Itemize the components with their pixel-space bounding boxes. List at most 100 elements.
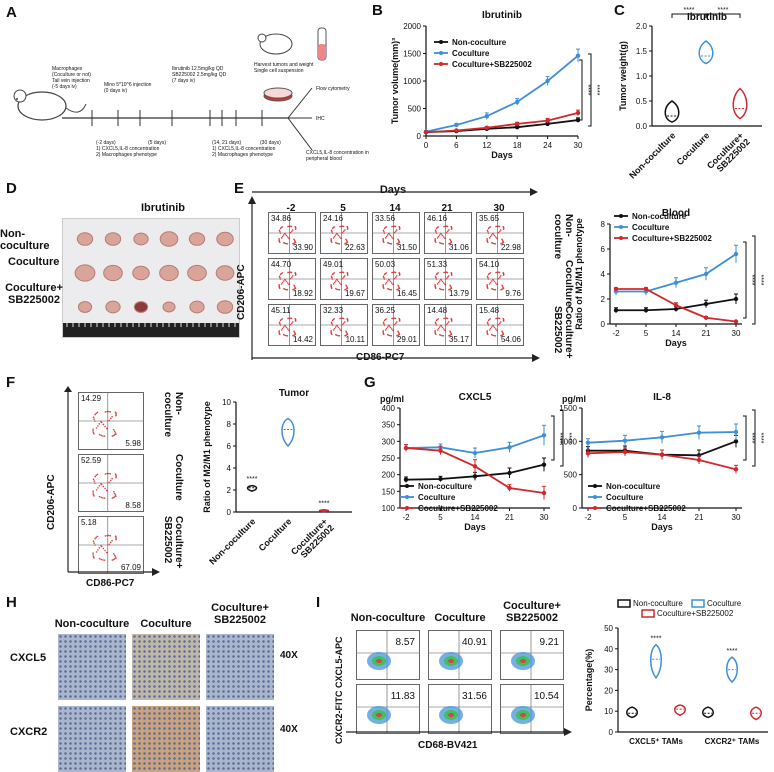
sig-label: **** xyxy=(651,635,662,642)
flow-plot-e: 54.10 9.76 xyxy=(476,258,524,300)
quadrant-ul-value: 50.03 xyxy=(375,260,396,269)
sig-bracket xyxy=(752,409,756,467)
chart-title: Ibrutinib xyxy=(482,10,522,21)
event-dot xyxy=(283,333,285,336)
y-tick-label: 300 xyxy=(382,437,396,446)
event-dot xyxy=(443,225,445,228)
ihc-image xyxy=(58,706,126,772)
event-dot xyxy=(98,495,101,498)
data-point xyxy=(454,128,459,133)
chart-title: Blood xyxy=(662,208,690,219)
event-dot xyxy=(103,435,106,437)
data-point xyxy=(673,306,679,312)
event-dot xyxy=(390,236,393,238)
event-dot xyxy=(391,271,393,274)
y-tick-label: 6 xyxy=(601,245,606,254)
event-dot xyxy=(279,227,282,230)
legend-label: Non-coculture xyxy=(606,482,661,491)
event-dot xyxy=(346,333,349,336)
quadrant-ul-value: 44.70 xyxy=(271,260,292,269)
event-dot xyxy=(294,287,297,290)
event-dot xyxy=(434,239,436,241)
quadrant-lr-value: 54.06 xyxy=(500,335,521,344)
event-dot xyxy=(107,472,110,475)
violin xyxy=(664,100,680,123)
y-tick-label: 20 xyxy=(604,686,613,695)
event-dot xyxy=(345,238,347,241)
event-dot xyxy=(100,434,103,437)
event-dot xyxy=(390,328,393,330)
tumor xyxy=(133,301,149,313)
data-point xyxy=(454,122,459,128)
x-tick-label: 5 xyxy=(438,513,443,522)
flow-plot-e: 50.03 16.45 xyxy=(372,258,420,300)
event-dot xyxy=(95,551,98,553)
event-dot xyxy=(103,559,106,561)
event-dot xyxy=(386,326,389,328)
y-tick-label: 30 xyxy=(604,666,613,675)
event-dot xyxy=(111,559,114,561)
legend-marker xyxy=(405,506,409,510)
event-dot xyxy=(497,277,500,280)
event-dot xyxy=(495,271,497,274)
tumor xyxy=(104,232,122,246)
event-dot xyxy=(390,243,393,245)
quadrant-ul-value: 14.29 xyxy=(81,394,102,403)
event-dot xyxy=(283,278,286,281)
event-dot xyxy=(100,544,102,547)
x-tick-label: 21 xyxy=(505,513,514,522)
y-tick-label: 4 xyxy=(601,270,606,279)
data-point xyxy=(673,280,679,285)
legend-swatch xyxy=(691,599,705,608)
chart-title: Ibrutinib xyxy=(687,12,727,23)
event-dot xyxy=(383,324,386,326)
tumor-row-label-1: Non-coculture xyxy=(0,228,50,252)
event-dot xyxy=(394,276,397,278)
flow-i-col-label: Non-coculture xyxy=(350,612,426,624)
chart-blood-ratio: Blood 0 2 4 6 8 -2 5 14 21 30 Days Ratio of M2/M1 ph… xyxy=(574,208,764,348)
flow-plot-i: 8.57 xyxy=(356,630,420,680)
sig-label: **** xyxy=(748,275,755,286)
event-dot xyxy=(92,555,95,558)
event-dot xyxy=(450,225,453,228)
event-dot xyxy=(341,225,344,228)
event-dot xyxy=(280,329,283,331)
sig-label: **** xyxy=(319,500,330,507)
event-dot xyxy=(93,433,95,435)
flow-plot-i: 40.91 xyxy=(428,630,492,680)
event-dot xyxy=(102,423,105,426)
event-dot xyxy=(450,317,453,320)
flow-plot-e: 24.16 22.63 xyxy=(320,212,368,254)
event-dot xyxy=(498,230,501,232)
event-dot xyxy=(449,284,451,287)
tumor xyxy=(103,264,123,282)
event-dot xyxy=(496,283,498,286)
event-dot xyxy=(285,288,287,291)
event-dot xyxy=(112,428,115,431)
event-dot xyxy=(442,328,445,330)
y-tick-label: 2.0 xyxy=(636,22,648,31)
event-dot xyxy=(385,235,388,238)
flow-i-value: 40.91 xyxy=(461,637,487,648)
data-point xyxy=(515,121,520,127)
tumor xyxy=(76,232,94,246)
chart-cxcl5: CXCL5 100 150 200 250 300 350 400 -2 5 14 21 30 Days p… xyxy=(380,392,572,532)
x-axis-label: Days xyxy=(464,522,486,532)
event-dot xyxy=(286,335,289,337)
event-dot xyxy=(499,275,502,277)
data-point xyxy=(507,485,512,491)
flow-plot-e: 14.48 35.17 xyxy=(424,304,472,346)
event-dot xyxy=(502,333,505,336)
tumor xyxy=(215,265,235,281)
event-dot xyxy=(393,317,396,320)
event-dot xyxy=(494,243,497,245)
panel-label-f: F xyxy=(6,374,16,391)
event-dot xyxy=(283,241,285,244)
event-dot xyxy=(108,543,110,546)
event-dot xyxy=(97,549,99,551)
event-dot xyxy=(434,330,436,332)
data-point xyxy=(438,476,443,482)
event-dot xyxy=(395,321,398,323)
data-point xyxy=(622,438,628,443)
event-dot xyxy=(279,276,281,279)
